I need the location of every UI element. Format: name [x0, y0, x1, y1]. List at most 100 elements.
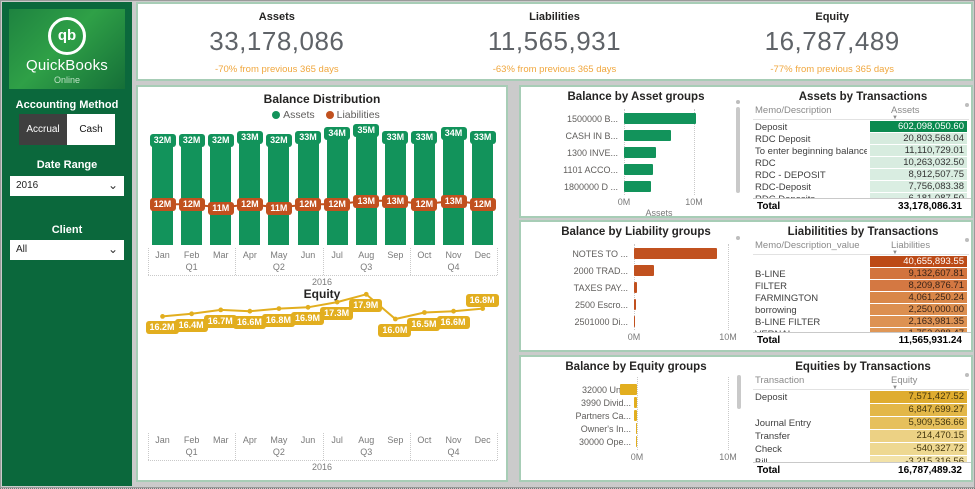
column-header-Assets[interactable]: Assets	[891, 105, 920, 116]
scrollbar[interactable]	[737, 375, 741, 409]
table-row-name[interactable]: RDC	[755, 158, 776, 169]
liabilities-point-label[interactable]: 11M	[207, 201, 234, 215]
assets-bar-Apr[interactable]	[239, 132, 261, 245]
equity-point-label[interactable]: 16.8M	[261, 313, 295, 327]
client-select[interactable]: All ⌄	[10, 240, 124, 260]
liabilities-point-label[interactable]: 12M	[149, 198, 176, 212]
liabilities-point-label[interactable]: 11M	[265, 201, 292, 215]
sort-descending-icon[interactable]: ▼	[892, 115, 898, 121]
equity-point-label[interactable]: 17.9M	[349, 299, 383, 313]
table-row-name[interactable]: Transfer	[755, 431, 791, 442]
category-label: 2500 Escro...	[574, 300, 628, 310]
equity-point-label[interactable]: 16.8M	[465, 293, 499, 307]
equity-point-label[interactable]: 16.4M	[174, 318, 208, 332]
table-row-value[interactable]: 7,571,427.52	[870, 391, 967, 403]
liabilities-point-label[interactable]: 13M	[382, 194, 409, 208]
hbar-1500000 B...[interactable]	[624, 113, 697, 124]
table-row-name[interactable]: To enter beginning balances	[755, 146, 867, 157]
table-row-value[interactable]: 7,756,083.38	[870, 181, 967, 192]
sort-descending-icon[interactable]: ▼	[892, 385, 898, 391]
hbar-2500 Escro...[interactable]	[634, 299, 636, 310]
assets-bar-Nov[interactable]	[443, 129, 465, 245]
assets-bar-Sep[interactable]	[384, 132, 406, 245]
date-range-select[interactable]: 2016 ⌄	[10, 176, 124, 196]
hbar-2000 TRAD...[interactable]	[634, 265, 654, 276]
equity-point-label[interactable]: 16.5M	[407, 317, 441, 331]
equity-point-label[interactable]: 16.9M	[291, 312, 325, 326]
equity-point-label[interactable]: 16.0M	[378, 324, 412, 337]
liabilities-point-label[interactable]: 12M	[411, 198, 438, 212]
cash-button[interactable]: Cash	[67, 114, 115, 145]
accrual-button[interactable]: Accrual	[19, 114, 67, 145]
liabilities-point-label[interactable]: 12M	[324, 198, 351, 212]
assets-bar-Oct[interactable]	[413, 132, 435, 245]
table-row-value[interactable]: 20,803,568.04	[870, 133, 967, 144]
table-row-value[interactable]: 4,061,250.24	[870, 292, 967, 303]
assets-bar-Mar[interactable]	[210, 136, 232, 245]
hbar-1800000 D ...[interactable]	[624, 181, 651, 192]
assets-bar-Jun[interactable]	[297, 132, 319, 245]
hbar-2501000 Di...[interactable]	[634, 316, 636, 327]
assets-bar-Jul[interactable]	[326, 129, 348, 245]
table-row-name[interactable]: Deposit	[755, 392, 788, 403]
hbar-1300 INVE...[interactable]	[624, 147, 656, 158]
axis-quarter: Q2	[272, 262, 285, 272]
column-header-Transaction[interactable]: Transaction	[755, 375, 805, 386]
hbar-TAXES PAY...[interactable]	[634, 282, 638, 293]
equity-point-label[interactable]: 16.7M	[203, 314, 237, 328]
table-row-name[interactable]: B-LINE FILTER	[755, 317, 821, 328]
assets-bar-Feb[interactable]	[181, 136, 203, 245]
hbar-32000 Unr...[interactable]	[619, 384, 637, 395]
table-row-value[interactable]: 8,912,507.75	[870, 169, 967, 180]
column-header-Memo/Description[interactable]: Memo/Description	[755, 105, 832, 116]
column-header-Equity[interactable]: Equity	[891, 375, 918, 386]
hbar-30000 Ope...[interactable]	[636, 436, 637, 447]
table-row-name[interactable]: FARMINGTON	[755, 293, 819, 304]
hbar-3990 Divid...[interactable]	[633, 397, 637, 408]
table-row-name[interactable]: FILTER	[755, 281, 788, 292]
hbar-Partners Ca...[interactable]	[634, 410, 637, 421]
liabilities-point-label[interactable]: 12M	[469, 198, 496, 212]
liabilities-point-label[interactable]: 13M	[440, 194, 467, 208]
equity-point-label[interactable]: 16.6M	[232, 316, 266, 330]
assets-bar-Dec[interactable]	[472, 132, 494, 245]
table-row-name[interactable]: Check	[755, 444, 782, 455]
hbar-Owner's In...[interactable]	[635, 423, 637, 434]
liabilities-point-label[interactable]: 12M	[236, 198, 263, 212]
assets-bar-May[interactable]	[268, 136, 290, 245]
table-row-value[interactable]: 8,209,876.71	[870, 280, 967, 291]
liabilities-point-label[interactable]: 12M	[295, 198, 322, 212]
hbar-CASH IN B...[interactable]	[624, 130, 671, 141]
table-row-name[interactable]: RDC-Deposit	[755, 182, 811, 193]
sort-descending-icon[interactable]: ▼	[892, 250, 898, 256]
table-row-name[interactable]: borrowing	[755, 305, 797, 316]
equity-point-label[interactable]: 16.2M	[145, 321, 179, 335]
scrollbar[interactable]	[736, 107, 740, 193]
table-row-value[interactable]: 11,110,729.01	[870, 145, 967, 156]
table-row-value[interactable]: 10,263,032.50	[870, 157, 967, 168]
liabilities-point-label[interactable]: 13M	[353, 194, 380, 208]
table-row-value[interactable]: 9,132,607.81	[870, 268, 967, 279]
table-row-value[interactable]: 2,163,981.35	[870, 316, 967, 327]
table-row-value[interactable]: -540,327.72	[870, 443, 967, 455]
table-row-name[interactable]: Journal Entry	[755, 418, 811, 429]
table-row-name[interactable]: RDC - DEPOSIT	[755, 170, 826, 181]
liabilities-point-label[interactable]: 12M	[178, 198, 205, 212]
assets-bar-Aug[interactable]	[355, 126, 377, 245]
table-row-value[interactable]: 5,909,536.66	[870, 417, 967, 429]
table-row-value[interactable]: 2,250,000.00	[870, 304, 967, 315]
column-header-Liabilities[interactable]: Liabilities	[891, 240, 931, 251]
assets-bar-Jan[interactable]	[152, 136, 174, 245]
equity-point-label[interactable]: 16.6M	[436, 316, 470, 330]
table-row-value[interactable]: 6,847,699.27	[870, 404, 967, 416]
table-row-name[interactable]: B-LINE	[755, 269, 786, 280]
column-header-Memo/Description_value[interactable]: Memo/Description_value	[755, 240, 860, 251]
table-row-value[interactable]: 602,098,050.60	[870, 121, 967, 132]
equity-point-label[interactable]: 17.3M	[320, 307, 354, 321]
hbar-NOTES TO ...[interactable]	[634, 248, 717, 259]
table-row-value[interactable]: 214,470.15	[870, 430, 967, 442]
table-row-name[interactable]: Deposit	[755, 122, 788, 133]
hbar-1101 ACCO...[interactable]	[624, 164, 654, 175]
table-row-value[interactable]: 40,655,893.55	[870, 256, 967, 267]
table-row-name[interactable]: RDC Deposit	[755, 134, 811, 145]
